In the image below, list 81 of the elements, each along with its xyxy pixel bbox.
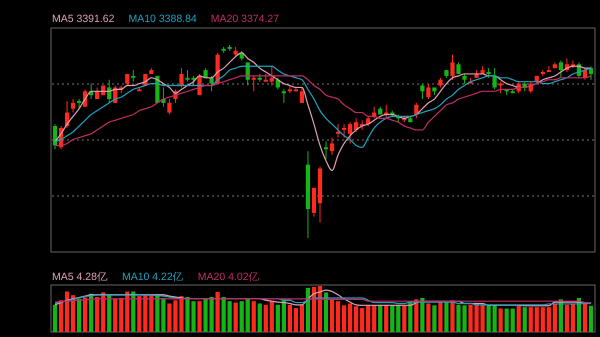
- bar: [564, 304, 570, 332]
- candlestick: [167, 98, 172, 115]
- bar: [228, 301, 232, 332]
- bar: [432, 305, 437, 332]
- bar: [498, 308, 503, 332]
- bar: [336, 301, 340, 332]
- text: MA10 3388.84: [128, 13, 197, 25]
- text: MA5 3391.62: [52, 13, 115, 25]
- bar: [444, 302, 449, 332]
- candlestick: [336, 124, 340, 138]
- bar: [300, 304, 304, 332]
- bar: [234, 302, 238, 332]
- bar: [402, 306, 406, 332]
- bar: [468, 304, 473, 332]
- bar: [197, 301, 202, 332]
- series-label: MA10 4.22亿: [122, 271, 184, 283]
- candlestick: [558, 60, 563, 78]
- bar: [209, 297, 214, 332]
- bar: [426, 303, 430, 332]
- candlestick: [348, 122, 352, 144]
- candlestick: [300, 86, 304, 104]
- bar: [492, 304, 497, 332]
- bar: [294, 308, 298, 332]
- candlestick: [486, 68, 491, 78]
- bar: [173, 300, 178, 332]
- candlestick: [70, 98, 76, 114]
- candlestick: [234, 46, 238, 58]
- bar: [167, 303, 172, 332]
- bar: [582, 303, 588, 332]
- candlestick: [450, 54, 455, 80]
- bar: [438, 302, 443, 332]
- bar: [161, 298, 166, 332]
- bar: [414, 299, 418, 332]
- bar: [384, 304, 388, 332]
- candlestick: [179, 68, 184, 88]
- bar: [89, 294, 94, 332]
- bar: [342, 305, 346, 332]
- bar: [456, 304, 461, 332]
- bar: [252, 301, 256, 332]
- bar: [83, 298, 88, 332]
- candlestick: [282, 88, 286, 104]
- candlestick: [107, 79, 112, 104]
- bar: [516, 306, 521, 332]
- candlestick: [438, 77, 443, 88]
- bar: [378, 304, 382, 332]
- bar: [522, 307, 527, 332]
- bar: [288, 304, 292, 332]
- bar: [191, 301, 196, 332]
- text: MA20 3374.27: [210, 13, 280, 25]
- bar: [348, 303, 352, 332]
- candlestick: [76, 98, 82, 110]
- bar: [52, 304, 58, 332]
- bar: [408, 302, 412, 332]
- bar: [216, 292, 220, 332]
- bar: [107, 295, 112, 332]
- candlestick: [342, 124, 346, 138]
- bar: [203, 299, 208, 332]
- bar: [462, 305, 467, 332]
- bar: [258, 303, 262, 332]
- candlestick: [456, 62, 461, 74]
- bar: [570, 303, 576, 332]
- bar: [588, 306, 594, 332]
- candlestick: [498, 81, 503, 94]
- candlestick: [330, 137, 334, 156]
- bar: [222, 297, 226, 332]
- bar: [486, 304, 491, 332]
- bar: [354, 306, 358, 332]
- bar: [330, 299, 334, 332]
- candlestick: [131, 70, 136, 82]
- bar: [131, 292, 136, 332]
- candlestick: [420, 83, 424, 100]
- bar: [480, 304, 485, 332]
- candlestick: [426, 83, 430, 100]
- series-label: MA20 4.02亿: [198, 271, 260, 283]
- bar: [64, 292, 70, 332]
- series-label: MA5 4.28亿: [52, 271, 108, 283]
- bar: [76, 298, 82, 332]
- candlestick: [276, 77, 280, 90]
- candlestick: [414, 102, 418, 119]
- bar: [185, 297, 190, 332]
- candlestick: [372, 106, 376, 119]
